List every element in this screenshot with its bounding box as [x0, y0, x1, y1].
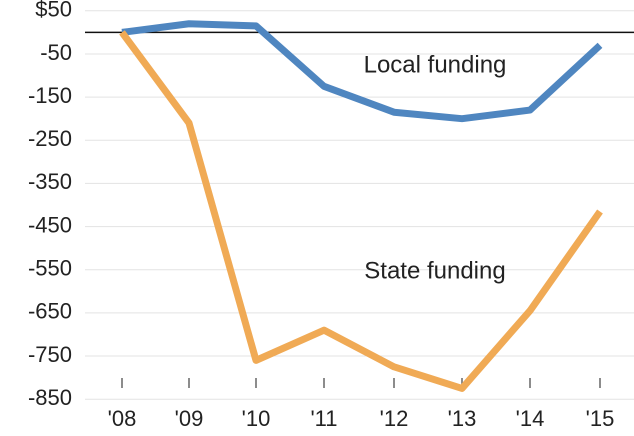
y-tick-label: -450	[28, 212, 72, 237]
y-tick-label: -650	[28, 299, 72, 324]
y-tick-label: -750	[28, 342, 72, 367]
y-tick-label: -50	[40, 40, 72, 65]
series-label: State funding	[364, 257, 505, 284]
series-line	[119, 30, 603, 392]
x-tick-label: '10	[242, 406, 271, 431]
x-tick-label: '12	[380, 406, 409, 431]
x-tick-label: '15	[586, 406, 615, 431]
y-tick-label: -850	[28, 385, 72, 410]
y-tick-label: -350	[28, 169, 72, 194]
y-tick-label: $50	[35, 0, 72, 22]
x-tick-label: '09	[175, 406, 204, 431]
x-tick-label: '13	[448, 406, 477, 431]
y-tick-label: -250	[28, 126, 72, 151]
x-tick-label: '08	[108, 406, 137, 431]
series-line	[121, 20, 603, 123]
x-tick-label: '14	[516, 406, 545, 431]
y-tick-label: -550	[28, 256, 72, 281]
y-tick-label: -150	[28, 83, 72, 108]
series-label: Local funding	[364, 51, 507, 78]
x-tick-label: '11	[310, 406, 337, 431]
